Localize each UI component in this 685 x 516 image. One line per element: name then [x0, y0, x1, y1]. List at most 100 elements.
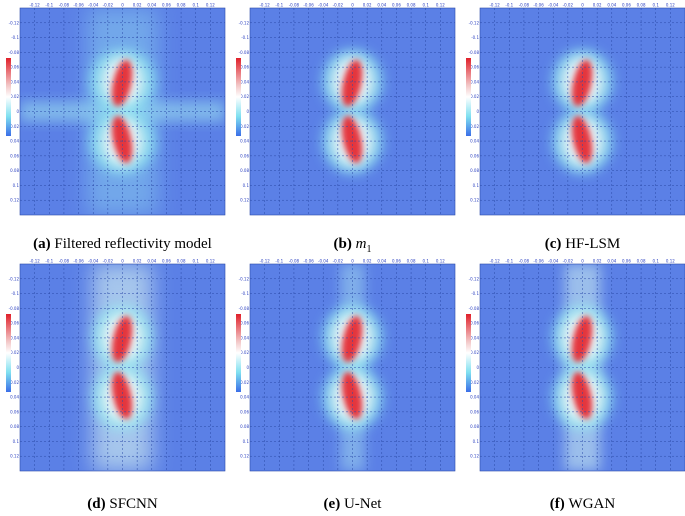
y-tick-label: 0.06: [470, 153, 479, 158]
x-tick-label: 0.02: [363, 259, 372, 264]
x-tick-label: -0.04: [548, 3, 559, 8]
y-tick-label: -0.02: [469, 350, 480, 355]
x-tick-label: 0.02: [133, 259, 142, 264]
y-tick-label: -0.08: [469, 50, 480, 55]
x-tick-label: -0.02: [563, 259, 574, 264]
y-tick-label: -0.08: [239, 50, 250, 55]
x-tick-label: 0.12: [666, 3, 675, 8]
x-tick-label: 0.04: [147, 3, 156, 8]
x-tick-label: 0.08: [407, 3, 416, 8]
y-tick-label: 0.04: [10, 139, 19, 144]
spectrum-image: [20, 264, 225, 471]
x-tick-label: 0.06: [162, 3, 171, 8]
colorbar: [466, 314, 471, 392]
y-tick-label: -0.04: [9, 79, 20, 84]
y-tick-label: -0.02: [469, 94, 480, 99]
x-tick-label: -0.1: [45, 259, 53, 264]
y-tick-label: -0.06: [239, 65, 250, 70]
lobe: [111, 371, 133, 420]
caption-label: (b): [334, 236, 352, 252]
x-tick-label: 0: [581, 259, 584, 264]
y-tick-label: 0.08: [10, 168, 19, 173]
y-tick-label: -0.06: [469, 65, 480, 70]
y-tick-label: 0.08: [240, 168, 249, 173]
x-tick-label: 0.04: [147, 259, 156, 264]
y-tick-label: -0.04: [469, 79, 480, 84]
x-tick-label: 0.06: [392, 3, 401, 8]
x-tick-label: 0.12: [436, 259, 445, 264]
y-tick-label: -0.04: [9, 335, 20, 340]
spectrum-image: [480, 264, 685, 471]
lobe: [111, 59, 133, 108]
y-tick-label: 0.06: [470, 409, 479, 414]
x-tick-label: -0.06: [303, 3, 314, 8]
y-tick-label: 0.04: [240, 395, 249, 400]
x-tick-label: -0.06: [533, 259, 544, 264]
x-tick-label: -0.02: [103, 259, 114, 264]
y-tick-label: -0.02: [9, 350, 20, 355]
y-tick-label: -0.02: [239, 94, 250, 99]
y-tick-label: 0: [476, 109, 479, 114]
frame: [249, 7, 456, 216]
panel: -0.12-0.12-0.1-0.1-0.08-0.08-0.06-0.06-0…: [236, 259, 456, 512]
caption-text: WGAN: [569, 496, 616, 512]
y-tick-label: 0: [16, 365, 19, 370]
y-tick-label: -0.1: [11, 35, 19, 40]
y-tick-label: 0.08: [470, 424, 479, 429]
y-tick-label: -0.04: [239, 335, 250, 340]
colorbar: [6, 58, 11, 136]
lobe: [571, 371, 593, 420]
panel: -0.12-0.12-0.1-0.1-0.08-0.08-0.06-0.06-0…: [466, 3, 685, 252]
y-tick-label: 0.02: [10, 380, 19, 385]
x-tick-label: 0.02: [133, 3, 142, 8]
x-tick-label: 0.02: [593, 259, 602, 264]
x-tick-label: 0.12: [206, 259, 215, 264]
y-tick-label: 0: [246, 109, 249, 114]
caption-text: Filtered reflectivity model: [54, 236, 211, 252]
y-tick-label: 0.06: [240, 153, 249, 158]
y-tick-label: 0.12: [470, 454, 479, 459]
y-tick-label: -0.02: [239, 350, 250, 355]
x-tick-label: -0.12: [259, 259, 270, 264]
y-tick-label: 0.1: [473, 439, 480, 444]
y-tick-label: -0.08: [9, 306, 20, 311]
y-tick-label: 0.04: [470, 395, 479, 400]
caption-label: (c): [545, 236, 562, 252]
y-tick-label: 0.1: [473, 183, 480, 188]
caption-text: SFCNN: [109, 496, 158, 512]
x-tick-label: -0.06: [73, 259, 84, 264]
y-tick-label: -0.1: [11, 291, 19, 296]
y-tick-label: 0.04: [470, 139, 479, 144]
x-tick-label: -0.02: [563, 3, 574, 8]
x-tick-label: -0.06: [533, 3, 544, 8]
x-tick-label: 0.1: [423, 259, 430, 264]
frame: [479, 263, 685, 472]
x-tick-label: 0: [351, 3, 354, 8]
caption-text: U-Net: [344, 496, 382, 512]
lobe: [341, 315, 363, 364]
x-tick-label: 0.12: [666, 259, 675, 264]
x-tick-label: -0.04: [318, 259, 329, 264]
x-tick-label: 0.06: [622, 259, 631, 264]
y-tick-label: 0.08: [10, 424, 19, 429]
x-tick-label: 0.08: [177, 259, 186, 264]
x-tick-label: 0.04: [607, 259, 616, 264]
panel: -0.12-0.12-0.1-0.1-0.08-0.08-0.06-0.06-0…: [6, 3, 226, 252]
caption-label: (f): [550, 496, 565, 512]
y-tick-label: 0.12: [470, 198, 479, 203]
y-tick-label: -0.06: [9, 321, 20, 326]
x-tick-label: 0.02: [593, 3, 602, 8]
caption-text: m: [356, 236, 367, 252]
x-tick-label: 0.08: [407, 259, 416, 264]
y-tick-label: 0.12: [10, 198, 19, 203]
x-tick-label: -0.04: [548, 259, 559, 264]
x-tick-label: 0.04: [607, 3, 616, 8]
colorbar: [236, 314, 241, 392]
frame: [19, 263, 226, 472]
caption-label: (a): [33, 236, 51, 252]
x-tick-label: 0: [121, 3, 124, 8]
y-tick-label: -0.12: [239, 276, 250, 281]
y-tick-label: 0: [476, 365, 479, 370]
caption: (f) WGAN: [550, 496, 616, 512]
